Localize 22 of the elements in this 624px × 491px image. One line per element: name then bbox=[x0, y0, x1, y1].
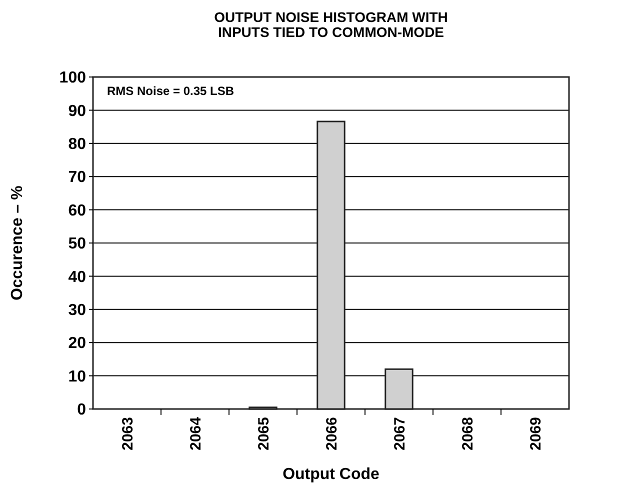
y-tick-label: 50 bbox=[68, 236, 86, 253]
y-tick-label: 0 bbox=[77, 402, 86, 419]
x-tick-label: 2069 bbox=[527, 417, 544, 450]
x-tick-label: 2066 bbox=[323, 417, 340, 450]
annotation: RMS Noise = 0.35 LSB bbox=[107, 84, 234, 98]
x-tick-label: 2065 bbox=[255, 417, 272, 450]
y-tick-label: 30 bbox=[68, 302, 86, 319]
x-tick-label: 2063 bbox=[119, 417, 136, 450]
y-tick-label: 100 bbox=[59, 70, 86, 87]
x-tick-label: 2064 bbox=[187, 416, 204, 450]
y-tick-label: 60 bbox=[68, 202, 86, 220]
y-axis-title: Occurence – % bbox=[9, 186, 26, 300]
y-tick-label: 80 bbox=[68, 136, 86, 153]
y-tick-label: 20 bbox=[68, 335, 86, 352]
x-tick-label: 2068 bbox=[459, 417, 476, 450]
chart-title: OUTPUT NOISE HISTOGRAM WITH INPUTS TIED TO COMMON-MODE bbox=[214, 9, 448, 40]
x-axis-title: Output Code bbox=[282, 466, 380, 483]
y-tick-label: 70 bbox=[68, 169, 86, 186]
y-tick-label: 10 bbox=[68, 368, 86, 386]
y-tick-label: 90 bbox=[68, 102, 86, 120]
y-tick-label: 40 bbox=[68, 268, 86, 286]
x-tick-label: 2067 bbox=[391, 417, 408, 450]
